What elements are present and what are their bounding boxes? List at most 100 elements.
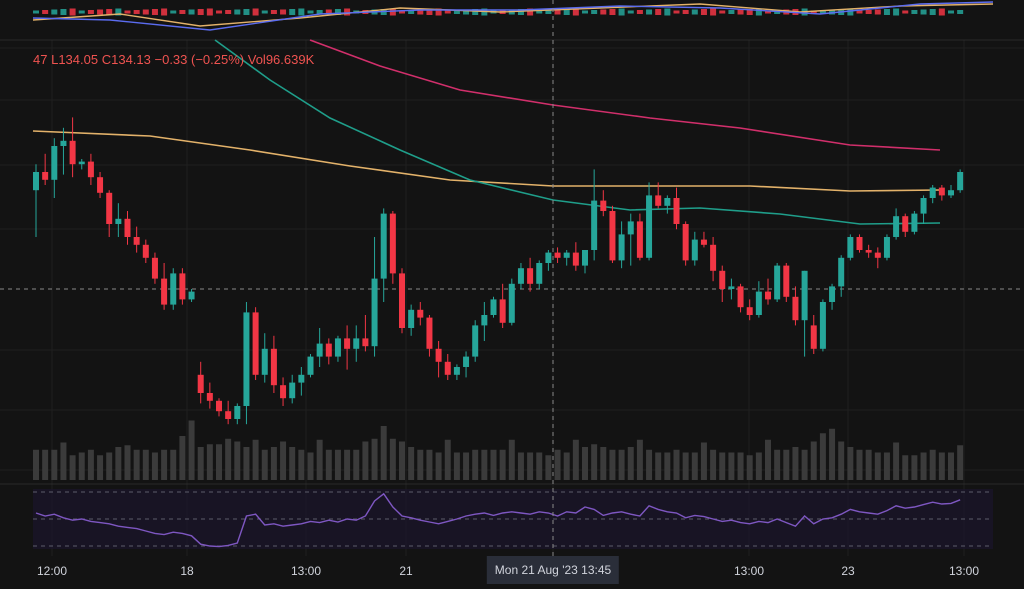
volume-bar (856, 449, 863, 480)
top-indicator-bar (51, 9, 58, 15)
top-indicator-bar (453, 10, 460, 14)
top-indicator-bar (883, 9, 890, 15)
x-tick-label: 18 (180, 564, 194, 578)
top-indicator-bar (948, 10, 954, 14)
candle-body (270, 348, 277, 386)
x-tick-label: 12:00 (36, 564, 68, 578)
candle-body (719, 270, 726, 289)
candle-body (399, 273, 405, 328)
candle-body (106, 192, 113, 224)
volume-bar (600, 447, 607, 480)
candle-body (97, 177, 104, 193)
top-indicator-bar (911, 10, 918, 14)
top-ma-line (32, 3, 994, 27)
volume-bar (371, 438, 378, 480)
top-indicator-bar (389, 8, 396, 16)
volume-bar (188, 420, 195, 480)
candle-body (893, 216, 900, 237)
candle-body (408, 309, 415, 328)
top-indicator-bar (527, 8, 534, 16)
candle-body (938, 187, 945, 196)
top-indicator-bar (69, 8, 76, 16)
moving-average-line (214, 39, 941, 225)
volume-bar (60, 442, 67, 480)
candle-body (225, 411, 232, 419)
candle-body (636, 221, 643, 258)
volume-bar (417, 449, 424, 480)
volume-bar (270, 447, 277, 480)
top-indicator-bar (765, 10, 771, 14)
volume-bar (829, 428, 836, 480)
volume-bar (609, 449, 616, 480)
top-indicator-bar (280, 9, 287, 15)
top-indicator-bar (829, 9, 836, 15)
candle-body (865, 250, 872, 253)
candle-body (765, 291, 771, 300)
moving-average-line (309, 39, 941, 151)
candle-body (33, 172, 39, 191)
candle-body (133, 237, 140, 245)
candle-body (545, 252, 552, 263)
candle-body (618, 234, 625, 261)
volume-bar (133, 449, 140, 480)
top-indicator-bar (261, 10, 268, 14)
top-indicator-bar (874, 9, 881, 15)
x-tick-label: 21 (399, 564, 413, 578)
top-indicator-bar (719, 10, 726, 14)
candle-body (280, 385, 287, 399)
x-tick-label: 13:00 (290, 564, 322, 578)
volume-bar (344, 449, 351, 480)
candle-body (536, 263, 543, 284)
candle-body (234, 406, 241, 419)
candle-body (142, 244, 149, 258)
candle-body (783, 265, 790, 297)
candle-body (344, 338, 351, 349)
candle-body (883, 237, 890, 258)
volume-bar (646, 449, 653, 480)
candle-body (115, 218, 122, 224)
candle-body (151, 257, 158, 279)
top-indicator-bar (87, 10, 94, 14)
volume-bar (170, 449, 177, 480)
top-indicator-bar (252, 8, 259, 16)
candle-body (920, 198, 927, 214)
top-indicator-bar (170, 10, 177, 14)
candle-body (188, 291, 195, 300)
candle-body (527, 268, 534, 284)
candle-body (609, 211, 616, 261)
volume-bar (261, 449, 268, 480)
top-indicator-bar (316, 10, 323, 14)
candle-body (261, 348, 268, 375)
volume-bar (444, 439, 451, 480)
volume-bar (499, 449, 506, 480)
volume-bar (197, 447, 204, 480)
volume-bar (334, 449, 341, 480)
legend-volume-value: 96.639K (265, 52, 315, 67)
x-tick-label: 13:00 (948, 564, 980, 578)
volume-bar (765, 439, 771, 480)
candle-body (838, 257, 845, 287)
candle-body (664, 198, 671, 206)
time-axis[interactable]: 12:00 18 13:00 21 13:00 23 13:00 (0, 556, 1024, 584)
volume-bar (655, 452, 662, 480)
volume-bar (893, 442, 900, 480)
candle-body (627, 221, 634, 235)
candle-body (362, 338, 369, 347)
rsi-line (35, 492, 961, 548)
candle-body (243, 312, 250, 406)
volume-bar (124, 445, 131, 480)
volume-bar (572, 439, 579, 480)
volume-bar (69, 455, 76, 480)
volume-bar (115, 447, 122, 480)
candle-body (435, 348, 442, 362)
volume-bar (902, 455, 909, 480)
volume-bar (280, 441, 287, 480)
volume-bar (179, 436, 186, 480)
candle-body (600, 200, 607, 211)
candle-body (289, 382, 296, 399)
volume-bar (591, 444, 598, 480)
candle-body (810, 325, 817, 349)
candle-body (737, 286, 744, 308)
